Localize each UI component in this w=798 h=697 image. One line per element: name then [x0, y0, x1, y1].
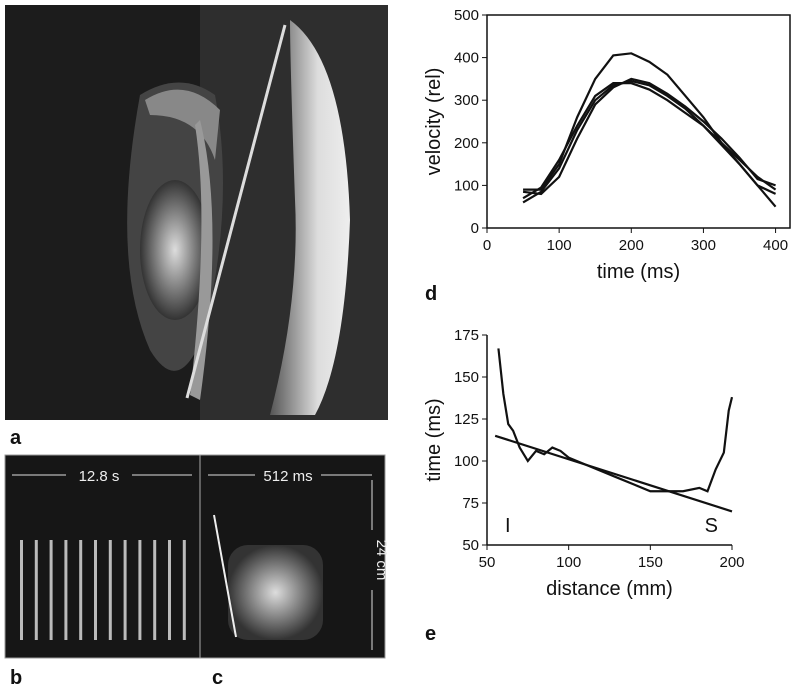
y-tick-label: 500: [454, 7, 479, 24]
y-tick-label: 100: [454, 177, 479, 194]
x-tick-label: 400: [763, 237, 788, 254]
stripe: [123, 540, 127, 640]
x-tick-label: 0: [483, 237, 491, 254]
mri-image: [5, 5, 388, 420]
data-line: [494, 434, 733, 513]
annotation: I: [505, 515, 511, 537]
y-axis-label: velocity (rel): [423, 68, 445, 176]
x-tick-label: 200: [619, 237, 644, 254]
y-tick-label: 300: [454, 92, 479, 109]
data-line: [522, 79, 777, 208]
y-tick-label: 150: [454, 369, 479, 386]
y-tick-label: 75: [462, 495, 479, 512]
stripe: [138, 540, 142, 640]
x-tick-label: 200: [719, 554, 744, 571]
annotation: 24 cm: [373, 540, 390, 581]
stripe: [64, 540, 68, 640]
data-line: [522, 77, 776, 196]
panel-label: e: [425, 623, 436, 645]
panel-label: d: [425, 283, 437, 305]
annotation: 512 ms: [263, 468, 312, 485]
plot-frame: [486, 14, 791, 229]
y-axis-label: time (ms): [423, 398, 445, 481]
x-tick-label: 300: [691, 237, 716, 254]
stripe: [153, 540, 157, 640]
stripe: [34, 540, 38, 640]
y-tick-label: 0: [471, 220, 479, 237]
y-tick-label: 175: [454, 327, 479, 344]
panel-label: c: [212, 667, 223, 689]
data-line: [522, 82, 777, 200]
panel-label: a: [10, 427, 22, 449]
x-tick-label: 100: [547, 237, 572, 254]
annotation: S: [705, 515, 718, 537]
x-axis-label: time (ms): [597, 261, 680, 283]
stripe: [168, 540, 171, 640]
y-tick-label: 100: [454, 453, 479, 470]
stripe: [108, 540, 112, 640]
stripe: [49, 540, 53, 640]
x-tick-label: 100: [556, 554, 581, 571]
x-axis-label: distance (mm): [546, 578, 673, 600]
stripe: [182, 540, 186, 640]
stripe: [20, 540, 23, 640]
x-tick-label: 150: [638, 554, 663, 571]
data-line: [497, 348, 734, 493]
mmode-image: 12.8 s 512 ms 24 cm: [4, 454, 390, 659]
annotation: 12.8 s: [79, 468, 120, 485]
y-tick-label: 200: [454, 135, 479, 152]
stripe: [94, 540, 97, 640]
y-tick-label: 50: [462, 537, 479, 554]
y-tick-label: 125: [454, 411, 479, 428]
x-tick-label: 50: [479, 554, 496, 571]
y-tick-label: 400: [454, 50, 479, 67]
panel-label: b: [10, 667, 22, 689]
stripe: [79, 540, 83, 640]
